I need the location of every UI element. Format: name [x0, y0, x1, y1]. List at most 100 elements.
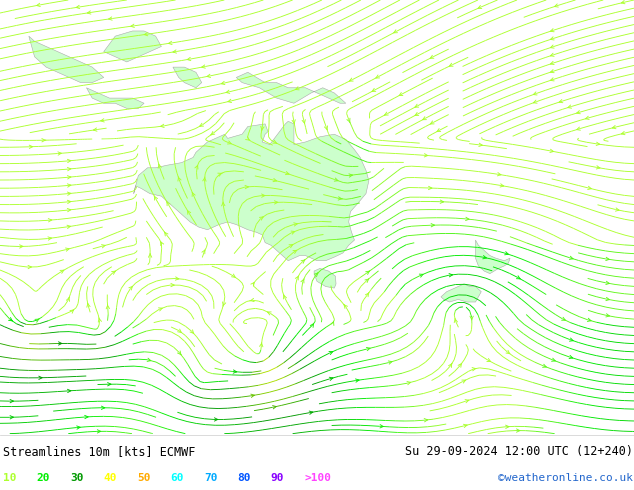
FancyArrowPatch shape — [366, 347, 370, 351]
FancyArrowPatch shape — [429, 186, 432, 190]
FancyArrowPatch shape — [356, 379, 359, 382]
FancyArrowPatch shape — [291, 231, 295, 234]
FancyArrowPatch shape — [295, 87, 299, 90]
FancyArrowPatch shape — [58, 342, 62, 345]
FancyArrowPatch shape — [465, 217, 469, 220]
FancyArrowPatch shape — [203, 177, 206, 181]
FancyArrowPatch shape — [388, 361, 392, 364]
FancyArrowPatch shape — [569, 338, 573, 341]
FancyArrowPatch shape — [67, 159, 71, 163]
FancyArrowPatch shape — [178, 329, 181, 333]
FancyArrowPatch shape — [108, 17, 112, 20]
FancyArrowPatch shape — [462, 380, 465, 383]
FancyArrowPatch shape — [76, 5, 80, 9]
FancyArrowPatch shape — [463, 424, 467, 427]
FancyArrowPatch shape — [550, 61, 554, 65]
FancyArrowPatch shape — [42, 139, 46, 142]
FancyArrowPatch shape — [587, 318, 591, 321]
FancyArrowPatch shape — [173, 50, 176, 53]
FancyArrowPatch shape — [28, 266, 32, 269]
FancyArrowPatch shape — [129, 286, 133, 290]
FancyArrowPatch shape — [70, 310, 74, 313]
Text: 20: 20 — [37, 472, 50, 483]
FancyArrowPatch shape — [35, 318, 39, 322]
FancyArrowPatch shape — [394, 30, 398, 33]
FancyArrowPatch shape — [160, 124, 164, 127]
Text: Su 29-09-2024 12:00 UTC (12+240): Su 29-09-2024 12:00 UTC (12+240) — [404, 445, 633, 458]
FancyArrowPatch shape — [344, 305, 347, 308]
FancyArrowPatch shape — [479, 143, 482, 147]
FancyArrowPatch shape — [621, 131, 625, 135]
FancyArrowPatch shape — [67, 175, 71, 179]
FancyArrowPatch shape — [283, 295, 287, 299]
FancyArrowPatch shape — [48, 237, 51, 240]
FancyArrowPatch shape — [487, 359, 491, 362]
FancyArrowPatch shape — [550, 70, 554, 73]
FancyArrowPatch shape — [285, 172, 289, 174]
FancyArrowPatch shape — [612, 125, 616, 129]
FancyArrowPatch shape — [606, 281, 609, 285]
FancyArrowPatch shape — [577, 111, 580, 114]
FancyArrowPatch shape — [448, 364, 452, 368]
Text: Streamlines 10m [kts] ECMWF: Streamlines 10m [kts] ECMWF — [3, 445, 195, 458]
FancyArrowPatch shape — [207, 74, 210, 77]
Text: 50: 50 — [137, 472, 150, 483]
FancyArrowPatch shape — [214, 418, 217, 421]
FancyArrowPatch shape — [67, 225, 70, 228]
FancyArrowPatch shape — [259, 217, 263, 220]
FancyArrowPatch shape — [314, 273, 318, 276]
FancyArrowPatch shape — [273, 406, 276, 409]
FancyArrowPatch shape — [67, 208, 71, 212]
FancyArrowPatch shape — [454, 318, 458, 322]
FancyArrowPatch shape — [20, 245, 23, 248]
FancyArrowPatch shape — [500, 184, 503, 187]
FancyArrowPatch shape — [309, 411, 313, 415]
FancyArrowPatch shape — [569, 256, 573, 259]
FancyArrowPatch shape — [550, 28, 554, 32]
FancyArrowPatch shape — [365, 293, 369, 297]
Text: 90: 90 — [271, 472, 285, 483]
FancyArrowPatch shape — [262, 194, 265, 197]
FancyArrowPatch shape — [550, 149, 553, 152]
FancyArrowPatch shape — [301, 279, 304, 283]
Text: 30: 30 — [70, 472, 84, 483]
FancyArrowPatch shape — [380, 425, 384, 428]
FancyArrowPatch shape — [424, 418, 428, 422]
FancyArrowPatch shape — [577, 127, 580, 130]
FancyArrowPatch shape — [505, 252, 508, 255]
FancyArrowPatch shape — [329, 351, 333, 355]
FancyArrowPatch shape — [37, 3, 41, 6]
FancyArrowPatch shape — [621, 0, 625, 4]
FancyArrowPatch shape — [550, 78, 554, 81]
FancyArrowPatch shape — [430, 121, 434, 124]
FancyArrowPatch shape — [228, 99, 231, 102]
FancyArrowPatch shape — [616, 208, 619, 211]
FancyArrowPatch shape — [347, 118, 350, 122]
FancyArrowPatch shape — [273, 178, 276, 182]
Text: 70: 70 — [204, 472, 217, 483]
FancyArrowPatch shape — [251, 394, 254, 397]
Polygon shape — [173, 67, 202, 88]
Polygon shape — [86, 88, 144, 108]
FancyArrowPatch shape — [200, 123, 204, 126]
FancyArrowPatch shape — [176, 277, 179, 280]
FancyArrowPatch shape — [178, 177, 181, 181]
FancyArrowPatch shape — [58, 152, 61, 155]
FancyArrowPatch shape — [65, 248, 69, 251]
FancyArrowPatch shape — [289, 245, 293, 248]
FancyArrowPatch shape — [222, 202, 225, 206]
FancyArrowPatch shape — [437, 128, 441, 132]
FancyArrowPatch shape — [245, 137, 249, 140]
FancyArrowPatch shape — [431, 223, 434, 227]
FancyArrowPatch shape — [470, 316, 474, 320]
FancyArrowPatch shape — [147, 358, 151, 362]
FancyArrowPatch shape — [29, 145, 32, 148]
FancyArrowPatch shape — [331, 322, 334, 325]
FancyArrowPatch shape — [228, 141, 231, 144]
FancyArrowPatch shape — [167, 202, 170, 206]
Polygon shape — [134, 122, 369, 261]
FancyArrowPatch shape — [210, 131, 215, 135]
FancyArrowPatch shape — [569, 355, 573, 359]
FancyArrowPatch shape — [93, 128, 97, 131]
FancyArrowPatch shape — [588, 186, 592, 190]
